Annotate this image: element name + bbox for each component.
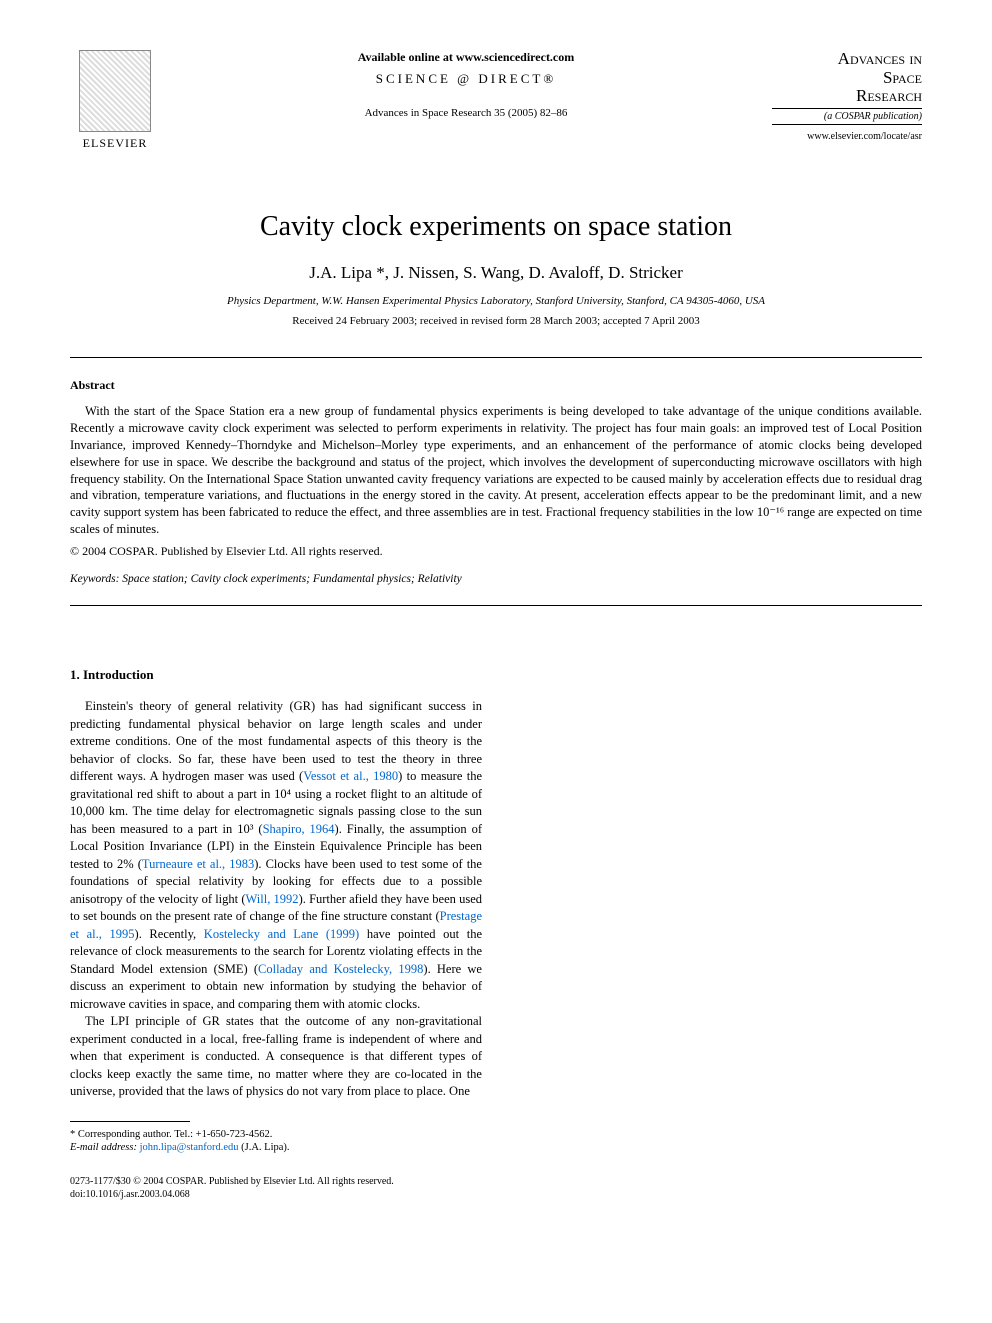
sciencedirect-logo-text: SCIENCE @ DIRECT® [180, 71, 752, 87]
abstract-heading: Abstract [70, 378, 922, 393]
email-address[interactable]: john.lipa@stanford.edu [140, 1142, 239, 1153]
citation-colladay-1998[interactable]: Colladay and Kostelecky, 1998 [258, 962, 423, 976]
footer-copyright: 0273-1177/$30 © 2004 COSPAR. Published b… [70, 1175, 922, 1188]
available-online-text: Available online at www.sciencedirect.co… [180, 50, 752, 65]
header-center: Available online at www.sciencedirect.co… [160, 50, 772, 119]
footer-block: 0273-1177/$30 © 2004 COSPAR. Published b… [70, 1175, 922, 1201]
authors-line: J.A. Lipa *, J. Nissen, S. Wang, D. Aval… [70, 263, 922, 283]
citation-turneaure-1983[interactable]: Turneaure et al., 1983 [142, 857, 254, 871]
citation-shapiro-1964[interactable]: Shapiro, 1964 [263, 822, 335, 836]
journal-title: Advances in Space Research [772, 50, 922, 106]
citation-will-1992[interactable]: Will, 1992 [246, 892, 299, 906]
journal-title-l2: Space [883, 68, 922, 87]
keywords-text: Space station; Cavity clock experiments;… [122, 573, 461, 585]
citation-vessot-1980[interactable]: Vessot et al., 1980 [303, 769, 398, 783]
rule-bottom [70, 605, 922, 606]
affiliation-line: Physics Department, W.W. Hansen Experime… [70, 295, 922, 307]
abstract-copyright: © 2004 COSPAR. Published by Elsevier Ltd… [70, 544, 922, 559]
journal-title-l3: Research [856, 86, 922, 105]
p1-run-f: ). Recently, [135, 927, 204, 941]
header-row: ELSEVIER Available online at www.science… [70, 50, 922, 151]
journal-reference: Advances in Space Research 35 (2005) 82–… [180, 107, 752, 119]
corresponding-author: * Corresponding author. Tel.: +1-650-723… [70, 1128, 482, 1142]
article-page: ELSEVIER Available online at www.science… [0, 0, 992, 1241]
intro-heading: 1. Introduction [70, 666, 482, 684]
journal-title-l1: Advances in [838, 49, 922, 68]
keywords-line: Keywords: Space station; Cavity clock ex… [70, 573, 922, 585]
journal-brand-block: Advances in Space Research (a COSPAR pub… [772, 50, 922, 142]
keywords-label: Keywords: [70, 573, 119, 585]
citation-kostelecky-1999[interactable]: Kostelecky and Lane (1999) [204, 927, 359, 941]
email-line: E-mail address: john.lipa@stanford.edu (… [70, 1141, 482, 1155]
journal-subtitle: (a COSPAR publication) [772, 108, 922, 125]
body-columns: 1. Introduction Einstein's theory of gen… [70, 626, 922, 1155]
intro-paragraph-1: Einstein's theory of general relativity … [70, 698, 482, 1013]
journal-url[interactable]: www.elsevier.com/locate/asr [772, 131, 922, 142]
email-label: E-mail address: [70, 1142, 137, 1153]
intro-paragraph-2: The LPI principle of GR states that the … [70, 1013, 482, 1101]
footer-doi: doi:10.1016/j.asr.2003.04.068 [70, 1188, 922, 1201]
article-title: Cavity clock experiments on space statio… [70, 211, 922, 243]
footnote-separator [70, 1121, 190, 1122]
dates-line: Received 24 February 2003; received in r… [70, 315, 922, 327]
elsevier-tree-icon [79, 50, 151, 132]
abstract-body: With the start of the Space Station era … [70, 403, 922, 538]
publisher-block: ELSEVIER [70, 50, 160, 151]
email-attribution: (J.A. Lipa). [239, 1142, 290, 1153]
publisher-name: ELSEVIER [83, 136, 148, 151]
rule-top [70, 357, 922, 358]
footnote-block: * Corresponding author. Tel.: +1-650-723… [70, 1128, 482, 1155]
